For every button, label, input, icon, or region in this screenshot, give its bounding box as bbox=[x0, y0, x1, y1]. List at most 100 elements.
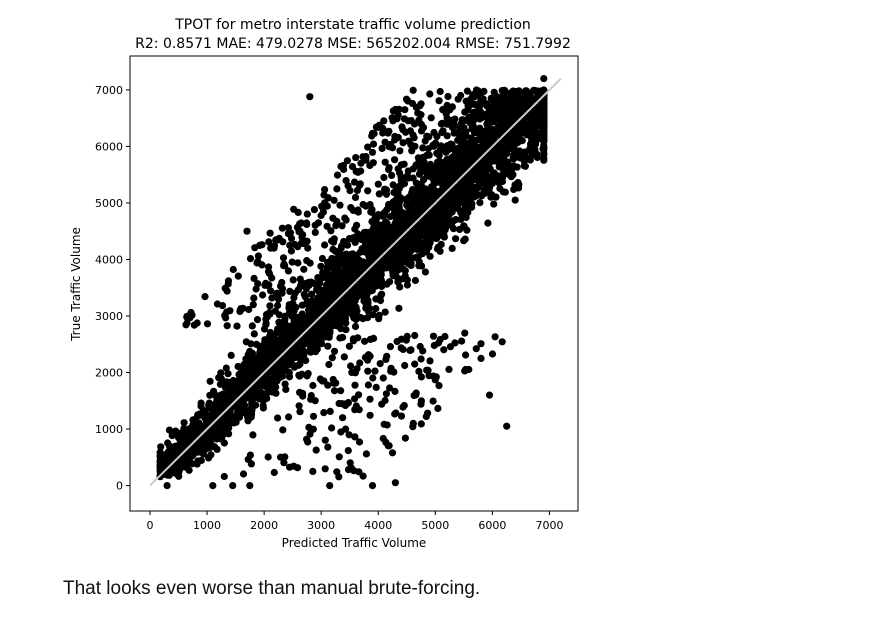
scatter-point bbox=[180, 419, 188, 427]
scatter-point bbox=[222, 392, 230, 400]
scatter-point bbox=[369, 374, 377, 382]
scatter-point bbox=[274, 414, 282, 422]
scatter-point bbox=[326, 330, 334, 338]
scatter-point bbox=[306, 93, 314, 101]
scatter-point bbox=[330, 379, 338, 387]
scatter-point bbox=[266, 229, 274, 237]
scatter-point bbox=[284, 224, 292, 232]
scatter-point bbox=[368, 482, 377, 490]
scatter-point bbox=[343, 241, 352, 249]
scatter-point bbox=[443, 114, 451, 122]
scatter-point bbox=[391, 132, 399, 140]
scatter-point bbox=[313, 297, 321, 305]
scatter-point bbox=[188, 427, 196, 435]
scatter-point bbox=[365, 277, 373, 285]
scatter-point bbox=[540, 149, 548, 157]
scatter-point bbox=[270, 468, 278, 477]
scatter-point bbox=[443, 132, 451, 140]
scatter-point bbox=[540, 103, 548, 111]
scatter-point bbox=[407, 346, 415, 354]
scatter-point bbox=[408, 254, 417, 262]
scatter-point bbox=[436, 231, 445, 239]
scatter-point bbox=[503, 149, 511, 158]
chart-title: TPOT for metro interstate traffic volume… bbox=[174, 17, 531, 33]
scatter-point bbox=[496, 96, 504, 104]
scatter-point bbox=[501, 188, 509, 196]
scatter-point bbox=[483, 102, 491, 110]
scatter-point bbox=[417, 355, 425, 363]
scatter-point bbox=[460, 178, 468, 186]
scatter-point bbox=[250, 294, 258, 302]
scatter-point bbox=[352, 402, 360, 410]
scatter-point bbox=[503, 105, 511, 113]
scatter-point bbox=[388, 265, 396, 273]
scatter-point bbox=[238, 397, 246, 406]
scatter-point bbox=[391, 156, 399, 164]
scatter-point bbox=[262, 311, 271, 319]
scatter-point bbox=[362, 156, 370, 164]
scatter-point bbox=[485, 181, 493, 189]
scatter-point bbox=[315, 333, 323, 341]
scatter-point bbox=[294, 327, 303, 335]
scatter-point bbox=[371, 367, 379, 375]
scatter-point bbox=[239, 470, 248, 478]
scatter-point bbox=[411, 276, 419, 285]
scatter-point bbox=[203, 435, 211, 443]
scatter-point bbox=[223, 287, 231, 295]
scatter-point bbox=[488, 172, 496, 180]
scatter-point bbox=[261, 338, 269, 346]
scatter-point bbox=[502, 116, 510, 124]
scatter-point bbox=[282, 385, 290, 393]
scatter-point bbox=[423, 237, 431, 246]
scatter-point bbox=[289, 276, 297, 284]
scatter-point bbox=[275, 311, 283, 319]
scatter-point bbox=[300, 351, 308, 360]
scatter-point bbox=[284, 361, 292, 369]
scatter-point bbox=[280, 459, 288, 467]
scatter-point bbox=[172, 446, 180, 455]
scatter-point bbox=[314, 219, 322, 227]
scatter-point bbox=[385, 200, 393, 209]
scatter-point bbox=[366, 285, 374, 293]
scatter-point bbox=[394, 262, 402, 271]
scatter-point bbox=[496, 184, 504, 193]
scatter-point bbox=[480, 167, 488, 175]
scatter-point bbox=[288, 258, 296, 266]
x-tick-label: 0 bbox=[146, 519, 153, 532]
scatter-point bbox=[355, 285, 363, 293]
scatter-point bbox=[251, 244, 259, 252]
scatter-point bbox=[278, 285, 287, 293]
scatter-point bbox=[356, 180, 364, 188]
scatter-point bbox=[461, 207, 469, 215]
scatter-point bbox=[374, 211, 383, 219]
scatter-point bbox=[265, 238, 273, 246]
scatter-point bbox=[330, 235, 338, 243]
scatter-point bbox=[461, 367, 469, 375]
scatter-point bbox=[409, 423, 417, 431]
scatter-point bbox=[392, 186, 400, 194]
scatter-point bbox=[290, 317, 298, 325]
scatter-point bbox=[336, 334, 344, 342]
scatter-point bbox=[421, 268, 429, 276]
scatter-point bbox=[381, 396, 389, 405]
scatter-point bbox=[372, 305, 380, 313]
scatter-point bbox=[450, 199, 459, 207]
scatter-point bbox=[429, 372, 438, 380]
scatter-point bbox=[330, 255, 338, 263]
scatter-point bbox=[246, 364, 254, 372]
scatter-point bbox=[280, 262, 288, 270]
scatter-point bbox=[229, 482, 237, 490]
scatter-point bbox=[298, 301, 306, 309]
scatter-point bbox=[396, 147, 404, 155]
scatter-point bbox=[323, 266, 332, 274]
scatter-point bbox=[411, 142, 419, 150]
scatter-point bbox=[222, 378, 230, 386]
scatter-point bbox=[177, 442, 185, 450]
scatter-point bbox=[307, 312, 316, 320]
scatter-point bbox=[203, 441, 211, 449]
scatter-point bbox=[266, 332, 274, 340]
axes-frame bbox=[129, 55, 579, 512]
scatter-point bbox=[277, 370, 285, 378]
scatter-point bbox=[470, 92, 478, 100]
scatter-point bbox=[380, 117, 388, 125]
